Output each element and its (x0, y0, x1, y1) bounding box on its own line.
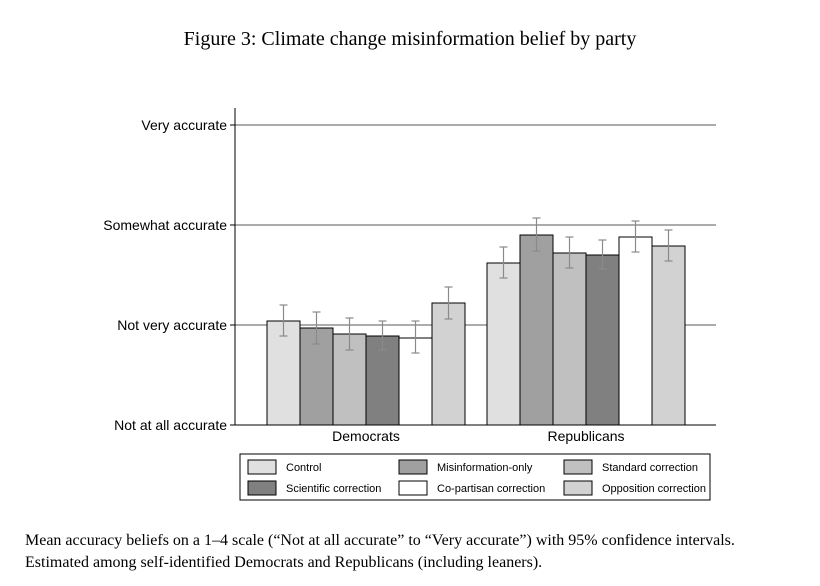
legend-swatch (247, 459, 277, 475)
figure-caption: Mean accuracy beliefs on a 1–4 scale (“N… (25, 530, 815, 574)
y-tick-label: Not at all accurate (114, 417, 227, 433)
legend-swatch (563, 480, 593, 496)
y-tick-label: Somewhat accurate (103, 217, 227, 233)
legend-swatch (563, 459, 593, 475)
caption-line-1: Mean accuracy beliefs on a 1–4 scale (“N… (25, 532, 735, 549)
legend-label: Opposition correction (602, 483, 706, 495)
bar (618, 236, 653, 426)
bar (486, 262, 521, 426)
y-tick-label: Very accurate (141, 117, 227, 133)
figure-title: Figure 3: Climate change misinformation … (183, 28, 637, 50)
bar (519, 234, 554, 426)
y-tick-label: Not very accurate (117, 317, 227, 333)
legend-swatch (398, 480, 428, 496)
x-tick-label: Democrats (332, 428, 400, 444)
caption-line-2: Estimated among self-identified Democrat… (25, 554, 543, 571)
legend-label: Control (286, 462, 321, 474)
bar (552, 252, 587, 426)
legend-swatch (398, 459, 428, 475)
legend-label: Standard correction (602, 462, 698, 474)
bar (651, 245, 686, 426)
legend-box (239, 453, 711, 501)
bar-chart: Not at all accurate Not very accurate Some… (103, 108, 716, 501)
bar (266, 320, 301, 426)
legend-swatch (247, 480, 277, 496)
legend-label: Co-partisan correction (437, 483, 545, 495)
legend-label: Scientific correction (286, 483, 381, 495)
bar (585, 254, 620, 426)
x-tick-label: Republicans (547, 428, 624, 444)
legend-label: Misinformation-only (437, 462, 533, 474)
bar (431, 302, 466, 426)
